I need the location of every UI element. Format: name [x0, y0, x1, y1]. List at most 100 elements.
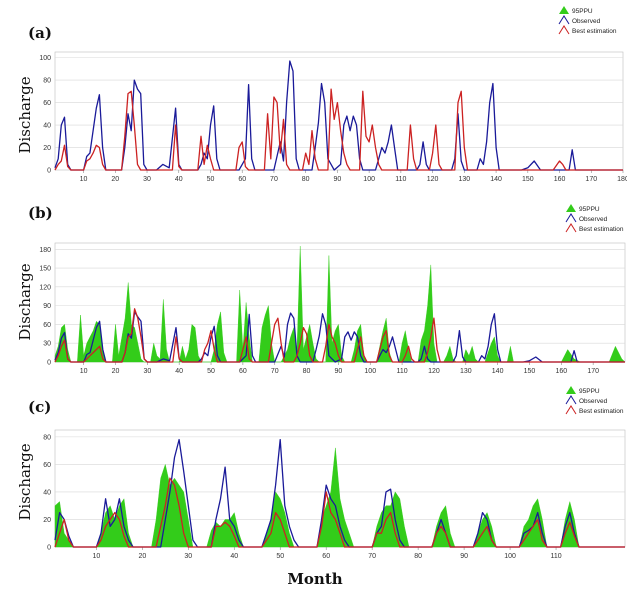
legend-95ppu-label: 95PPU — [579, 206, 600, 213]
panel-b-xtick-label: 20 — [112, 368, 120, 375]
panel-c: (c) Discharge 0 20 40 60 80 10 20 30 40 50 60 70 80 9… — [16, 386, 626, 560]
legend-observed-icon — [565, 395, 577, 405]
panel-b-legend: 95PPU Observed Best estimation — [565, 204, 624, 233]
panel-b-ytick-label: 0 — [47, 360, 51, 367]
panel-c-ytick-label: 60 — [43, 462, 51, 469]
panel-b-xtick-label: 160 — [555, 368, 567, 375]
legend-observed-label: Observed — [572, 18, 601, 25]
legend-best-label: Best estimation — [579, 226, 624, 233]
panel-a-xtick-label: 180 — [617, 176, 627, 183]
panel-c-xtick-label: 10 — [92, 553, 100, 560]
panel-a-legend: 95PPU Observed Best estimation — [558, 6, 617, 35]
panel-b-xtick-label: 10 — [80, 368, 88, 375]
panel-b-ytick-label: 150 — [39, 266, 51, 273]
panel-a-xtick-label: 160 — [554, 176, 566, 183]
panel-a-ytick-label: 40 — [43, 123, 51, 130]
panel-c-xtick-label: 50 — [276, 553, 284, 560]
legend-best-icon — [558, 25, 570, 35]
panel-b-xtick-label: 50 — [207, 368, 215, 375]
legend-95ppu-label: 95PPU — [572, 8, 593, 15]
panel-a-xtick-label: 90 — [334, 176, 342, 183]
panel-c-ytick-label: 20 — [43, 517, 51, 524]
panel-b-label: (b) — [28, 204, 53, 222]
panel-c-series-best-estimation — [54, 477, 625, 548]
panel-b-xtick-label: 140 — [492, 368, 504, 375]
panel-c-ylabel: Discharge — [16, 443, 34, 520]
legend-observed-label: Observed — [579, 398, 608, 405]
panel-a-xtick-label: 120 — [427, 176, 439, 183]
panel-a-xtick-label: 30 — [143, 176, 151, 183]
panel-c-ytick-label: 80 — [43, 434, 51, 441]
panel-b-xtick-label: 150 — [524, 368, 536, 375]
legend-95ppu-icon — [566, 204, 576, 212]
panel-b-xtick-label: 100 — [364, 368, 376, 375]
panel-b: (b) Discharge 0 30 60 90 120 150 180 10 20 30 40 50… — [16, 204, 626, 375]
panel-c-ytick-label: 40 — [43, 489, 51, 496]
panel-a-xtick-label: 100 — [363, 176, 375, 183]
panel-a-ytick-label: 100 — [39, 55, 51, 62]
legend-95ppu-icon — [559, 6, 569, 14]
panel-a-ylabel: Discharge — [16, 76, 34, 153]
panel-c-xtick-label: 60 — [322, 553, 330, 560]
panel-a-xtick-label: 50 — [207, 176, 215, 183]
panel-c-ytick-label: 0 — [47, 545, 51, 552]
panel-a-xtick-label: 20 — [111, 176, 119, 183]
panel-c-xtick-label: 20 — [138, 553, 146, 560]
legend-best-label: Best estimation — [579, 408, 624, 415]
panel-a-ytick-label: 60 — [43, 100, 51, 107]
x-axis-title: Month — [287, 570, 342, 588]
panel-b-ytick-label: 180 — [39, 247, 51, 254]
panel-b-ytick-label: 60 — [43, 322, 51, 329]
legend-best-icon — [565, 223, 577, 233]
legend-observed-icon — [558, 15, 570, 25]
panel-b-xtick-label: 80 — [303, 368, 311, 375]
panel-b-xtick-label: 40 — [175, 368, 183, 375]
panel-c-xtick-label: 110 — [550, 553, 561, 560]
panel-a-xtick-label: 150 — [522, 176, 534, 183]
panel-a-xtick-label: 110 — [395, 176, 406, 183]
panel-b-xtick-label: 30 — [143, 368, 151, 375]
panel-a-xtick-label: 40 — [175, 176, 183, 183]
panel-b-ytick-label: 90 — [43, 303, 51, 310]
legend-observed-icon — [565, 213, 577, 223]
panel-a-xtick-label: 60 — [238, 176, 246, 183]
panel-a-ytick-label: 80 — [43, 78, 51, 85]
panel-b-xtick-label: 120 — [428, 368, 440, 375]
panel-c-xtick-label: 40 — [230, 553, 238, 560]
panel-c-xtick-label: 70 — [368, 553, 376, 560]
panel-a-label: (a) — [28, 24, 52, 42]
legend-best-label: Best estimation — [572, 28, 617, 35]
legend-95ppu-label: 95PPU — [579, 388, 600, 395]
panel-a-series-best-estimation — [54, 88, 623, 171]
panel-b-xtick-label: 170 — [587, 368, 599, 375]
panel-c-xtick-label: 100 — [504, 553, 516, 560]
panel-b-xtick-label: 130 — [460, 368, 472, 375]
panel-a: (a) Discharge 0 20 40 60 80 100 10 20 30 40 50 60 70… — [16, 6, 627, 183]
panel-b-series-best-estimation — [54, 308, 625, 363]
panel-c-legend: 95PPU Observed Best estimation — [565, 386, 624, 415]
panel-a-xtick-label: 10 — [80, 176, 88, 183]
legend-95ppu-icon — [566, 386, 576, 394]
legend-observed-label: Observed — [579, 216, 608, 223]
panel-a-xtick-label: 170 — [585, 176, 597, 183]
panel-b-xtick-label: 70 — [271, 368, 279, 375]
panel-b-xtick-label: 60 — [239, 368, 247, 375]
panel-c-xtick-label: 80 — [414, 553, 422, 560]
panel-c-xtick-label: 30 — [184, 553, 192, 560]
panel-a-xtick-label: 130 — [458, 176, 470, 183]
panel-c-label: (c) — [28, 398, 51, 416]
panel-a-xtick-label: 140 — [490, 176, 502, 183]
panel-b-ylabel: Discharge — [16, 263, 34, 340]
panel-c-xtick-label: 90 — [460, 553, 468, 560]
legend-best-icon — [565, 405, 577, 415]
panel-b-ytick-label: 30 — [43, 341, 51, 348]
panel-a-ytick-label: 0 — [47, 168, 51, 175]
panel-b-series-observed — [54, 311, 625, 363]
panel-a-ytick-label: 20 — [43, 145, 51, 152]
panel-b-ytick-label: 120 — [39, 284, 51, 291]
panel-a-xtick-label: 70 — [270, 176, 278, 183]
panel-a-xtick-label: 80 — [302, 176, 310, 183]
panel-b-xtick-label: 110 — [397, 368, 408, 375]
panel-b-xtick-label: 90 — [335, 368, 343, 375]
